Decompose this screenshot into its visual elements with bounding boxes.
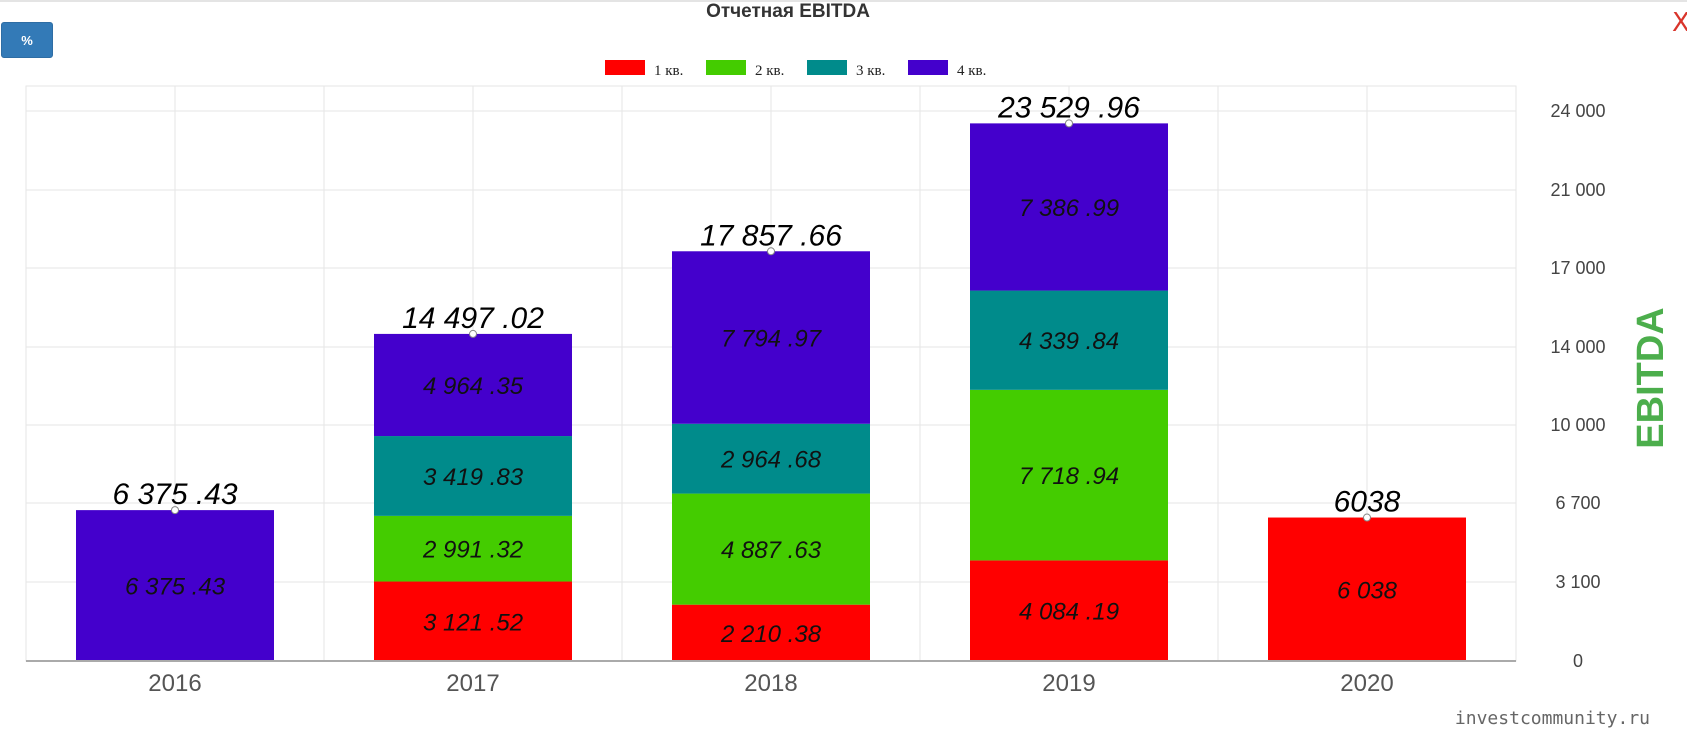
segment-value-label: 7 718 .94 <box>1019 463 1119 490</box>
close-icon[interactable]: X <box>1672 8 1687 38</box>
legend-swatch <box>807 60 847 75</box>
x-tick-label: 2018 <box>744 670 797 697</box>
total-marker <box>767 247 775 256</box>
total-labels: 6 375 .43 14 497 .02 17 857 .66 23 529 .96 6… <box>112 91 1401 522</box>
bar-segment <box>672 251 870 424</box>
x-tick-label: 2016 <box>148 670 201 697</box>
segment-value-label: 4 964 .35 <box>423 373 524 400</box>
bar-segment <box>374 436 572 516</box>
segment-value-label: 2 964 .68 <box>720 447 822 474</box>
y-tick-label: 0 <box>1573 651 1583 671</box>
y-tick-label: 6 700 <box>1555 493 1600 513</box>
bar-segment <box>672 493 870 605</box>
total-marker <box>1363 513 1371 522</box>
chart-title: Отчетная EBITDA <box>706 1 870 22</box>
x-tick-label: 2019 <box>1042 670 1095 697</box>
segment-value-label: 7 386 .99 <box>1019 195 1119 222</box>
bar-segment <box>970 290 1168 390</box>
y-axis-label: EBITDA <box>1630 307 1672 448</box>
legend-label: 3 кв. <box>856 63 885 79</box>
y-tick-label: 10 000 <box>1550 415 1605 435</box>
bar-segment <box>672 604 870 661</box>
legend-label: 2 кв. <box>755 63 784 79</box>
segment-value-label: 6 038 <box>1337 577 1398 604</box>
y-tick-label: 21 000 <box>1550 180 1605 200</box>
total-value-label: 14 497 .02 <box>402 302 544 335</box>
segment-value-label: 4 084 .19 <box>1019 599 1119 626</box>
segment-value-label: 7 794 .97 <box>721 326 823 353</box>
total-marker <box>1065 119 1073 128</box>
total-marker <box>469 329 477 338</box>
y-tick-label: 14 000 <box>1550 337 1605 357</box>
top-border <box>0 0 1687 2</box>
watermark: investcommunity.ru <box>1455 708 1650 729</box>
total-value-label: 6 375 .43 <box>112 478 237 511</box>
segment-labels: 6 375 .43 3 121 .52 2 991 .32 3 419 .83 4 96… <box>125 195 1398 648</box>
bar-segment <box>374 515 572 582</box>
x-axis: 2016 2017 2018 2019 2020 <box>26 660 1516 697</box>
total-marker <box>171 506 179 515</box>
segment-value-label: 3 419 .83 <box>423 464 524 491</box>
segment-value-label: 4 339 .84 <box>1019 328 1119 355</box>
legend-label: 4 кв. <box>957 63 986 79</box>
x-tick-label: 2020 <box>1340 670 1393 697</box>
percent-toggle-button[interactable]: % <box>1 22 53 58</box>
bar-segment <box>970 123 1168 291</box>
segment-value-label: 2 210 .38 <box>720 621 822 648</box>
bar-segment <box>76 510 274 661</box>
total-value-label: 17 857 .66 <box>700 219 842 252</box>
legend-swatch <box>706 60 746 75</box>
total-value-label: 6038 <box>1334 486 1401 519</box>
legend-swatch <box>605 60 645 75</box>
legend: 1 кв. 2 кв. 3 кв. 4 кв. <box>605 60 986 79</box>
y-tick-label: 3 100 <box>1555 572 1600 592</box>
bar-segment <box>672 423 870 494</box>
y-axis: 0 3 100 6 700 10 000 14 000 17 000 21 000 24 00… <box>1550 101 1605 671</box>
segment-value-label: 3 121 .52 <box>423 609 523 636</box>
total-value-label: 23 529 .96 <box>997 91 1140 124</box>
bar-segment <box>1268 517 1466 661</box>
bars <box>76 123 1466 661</box>
segment-value-label: 4 887 .63 <box>721 537 822 564</box>
y-tick-label: 24 000 <box>1550 101 1605 121</box>
bar-segment <box>374 581 572 661</box>
legend-swatch <box>908 60 948 75</box>
legend-label: 1 кв. <box>654 63 683 79</box>
bar-segment <box>970 560 1168 661</box>
segment-value-label: 6 375 .43 <box>125 574 226 601</box>
y-tick-label: 17 000 <box>1550 258 1605 278</box>
bar-segment <box>374 333 572 437</box>
bar-segment <box>970 389 1168 561</box>
x-tick-label: 2017 <box>446 670 499 697</box>
segment-value-label: 2 991 .32 <box>422 537 523 564</box>
